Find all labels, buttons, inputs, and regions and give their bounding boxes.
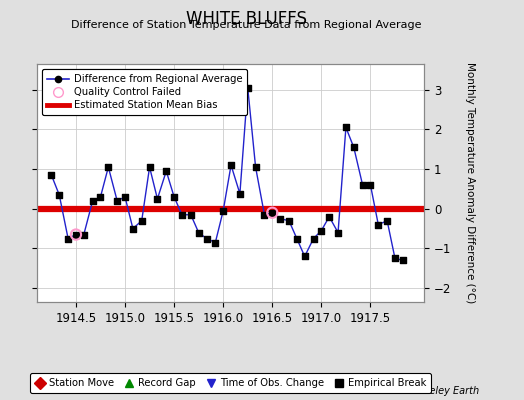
Point xyxy=(219,208,227,214)
Point xyxy=(366,182,375,188)
Point xyxy=(244,85,252,91)
Point xyxy=(342,124,350,131)
Point xyxy=(129,226,137,232)
Point xyxy=(64,235,72,242)
Point xyxy=(276,216,285,222)
Point xyxy=(80,231,88,238)
Point xyxy=(309,235,318,242)
Point xyxy=(113,198,122,204)
Point xyxy=(350,144,358,150)
Point xyxy=(121,194,129,200)
Point xyxy=(96,194,105,200)
Point xyxy=(268,210,277,216)
Y-axis label: Monthly Temperature Anomaly Difference (°C): Monthly Temperature Anomaly Difference (… xyxy=(465,62,475,304)
Point xyxy=(72,231,80,238)
Point xyxy=(399,257,407,264)
Point xyxy=(162,168,170,174)
Point xyxy=(317,227,325,234)
Text: Berkeley Earth: Berkeley Earth xyxy=(407,386,479,396)
Point xyxy=(104,164,113,170)
Point xyxy=(268,210,277,216)
Point xyxy=(334,229,342,236)
Point xyxy=(292,235,301,242)
Point xyxy=(383,218,391,224)
Point xyxy=(236,190,244,197)
Point xyxy=(358,182,367,188)
Point xyxy=(211,239,220,246)
Legend: Difference from Regional Average, Quality Control Failed, Estimated Station Mean: Difference from Regional Average, Qualit… xyxy=(42,69,247,115)
Point xyxy=(89,198,97,204)
Text: Difference of Station Temperature Data from Regional Average: Difference of Station Temperature Data f… xyxy=(71,20,421,30)
Point xyxy=(374,222,383,228)
Point xyxy=(194,229,203,236)
Point xyxy=(325,214,333,220)
Point xyxy=(72,231,80,238)
Point xyxy=(260,212,269,218)
Point xyxy=(145,164,154,170)
Point xyxy=(55,192,63,198)
Text: WHITE BLUFFS: WHITE BLUFFS xyxy=(186,10,307,28)
Point xyxy=(137,218,146,224)
Point xyxy=(252,164,260,170)
Point xyxy=(285,218,293,224)
Point xyxy=(227,162,235,168)
Point xyxy=(178,212,186,218)
Point xyxy=(202,235,211,242)
Point xyxy=(153,196,161,202)
Legend: Station Move, Record Gap, Time of Obs. Change, Empirical Break: Station Move, Record Gap, Time of Obs. C… xyxy=(30,373,431,393)
Point xyxy=(187,212,195,218)
Point xyxy=(47,172,56,178)
Point xyxy=(300,253,309,260)
Point xyxy=(170,194,178,200)
Point xyxy=(391,255,399,262)
